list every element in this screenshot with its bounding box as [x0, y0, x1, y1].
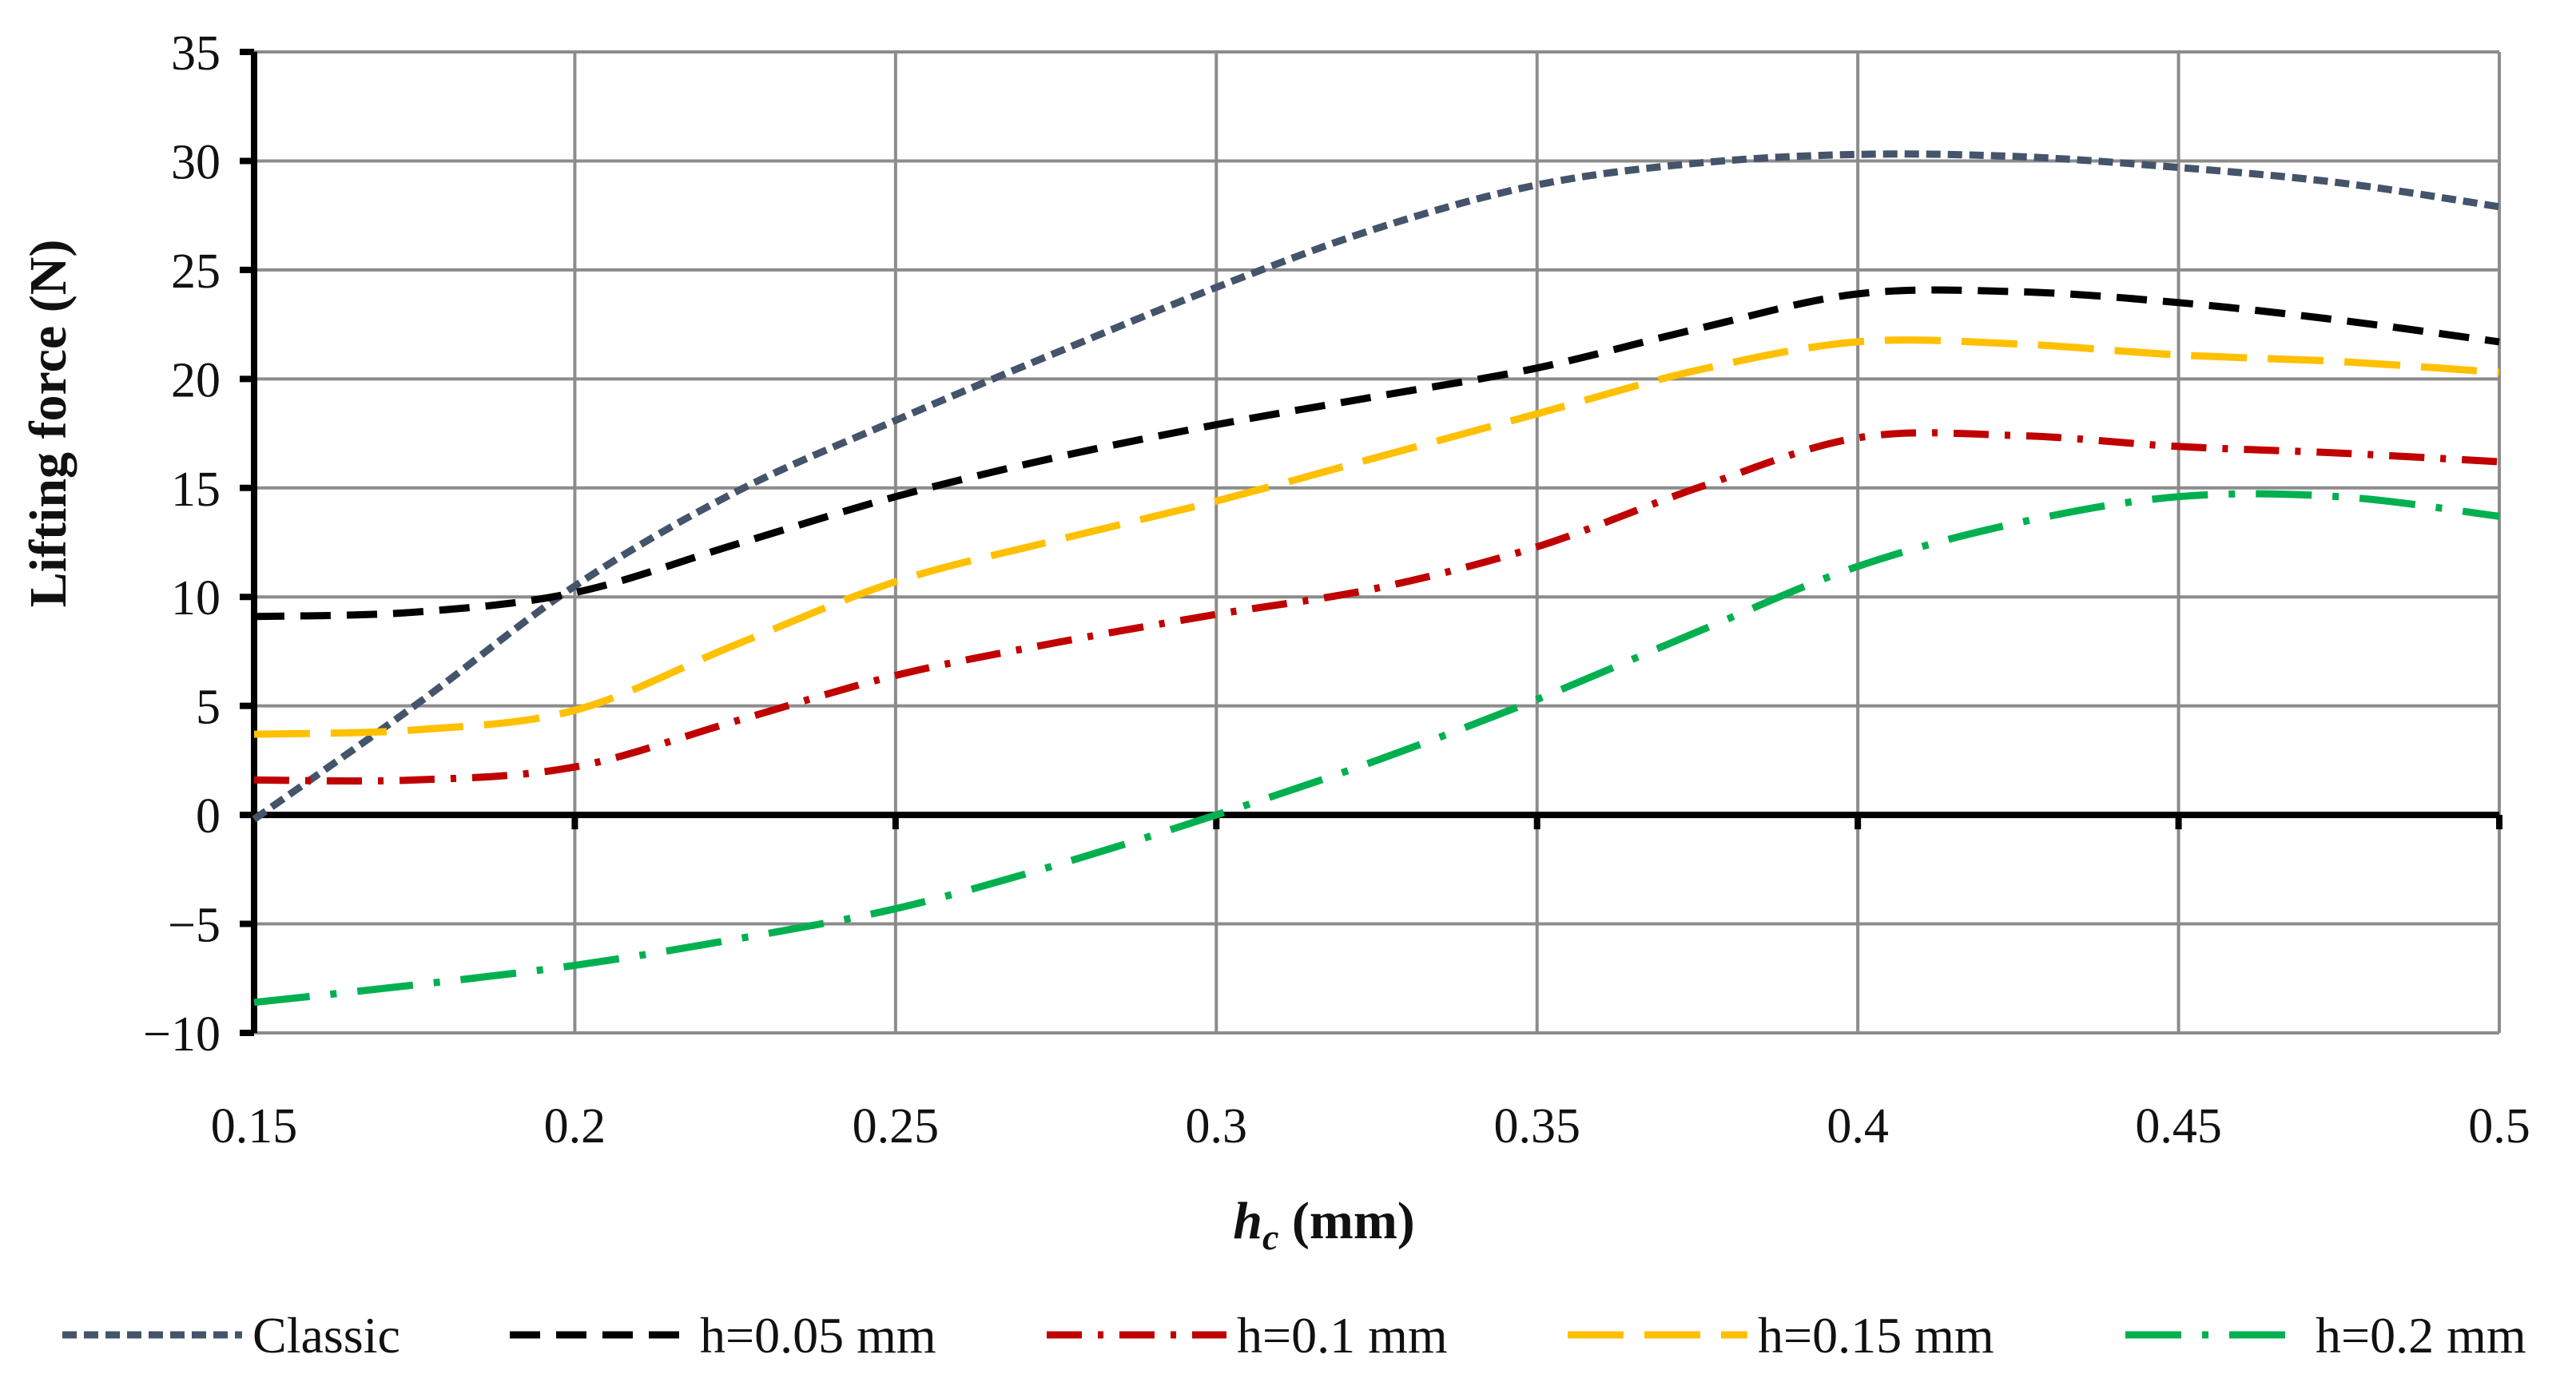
x-tick-label: 0.15: [211, 1099, 298, 1154]
y-tick-label: −5: [168, 899, 221, 953]
x-axis-title-unit: (mm): [1278, 1192, 1414, 1250]
y-tick-label: 30: [171, 135, 221, 189]
y-tick-label: −10: [143, 1007, 221, 1062]
grid-lines: [254, 50, 2501, 1035]
axes: [240, 49, 2502, 1036]
tick-labels: −10 −5 0 5 10 15 20 25 30 35 0.15 0.2 0.25 0.3 0.35 0.4…: [143, 26, 2530, 1154]
series-line-h-0-05-mm: [253, 286, 2500, 621]
legend-label-h-0-05-mm: h=0.05 mm: [700, 1307, 936, 1364]
x-tick-label: 0.2: [544, 1099, 606, 1154]
y-tick-label: 5: [196, 681, 221, 735]
y-tick-label: 25: [171, 244, 221, 299]
x-axis-title: hc (mm): [1233, 1192, 1415, 1257]
y-axis-title: Lifting force (N): [19, 240, 78, 608]
series-line-classic: [252, 150, 2500, 823]
y-tick-label: 15: [171, 463, 221, 517]
legend: Classic h=0.05 mm h=0.1 mm h=0.15 mm h=0.2 m…: [62, 1307, 2526, 1364]
data-series: [252, 150, 2500, 1007]
x-axis-title-symbol: h: [1233, 1192, 1262, 1250]
x-tick-label: 0.35: [1493, 1099, 1580, 1154]
x-tick-label: 0.45: [2135, 1099, 2222, 1154]
x-tick-label: 0.5: [2468, 1099, 2530, 1154]
series-line-h-0-15-mm: [253, 336, 2500, 738]
y-tick-label: 10: [171, 571, 221, 625]
legend-label-h-0-15-mm: h=0.15 mm: [1758, 1307, 1994, 1364]
x-axis-title-subscript: c: [1262, 1217, 1278, 1257]
series-line-h-0-2-mm: [253, 490, 2500, 1007]
legend-label-classic: Classic: [252, 1307, 400, 1364]
y-tick-label: 20: [171, 353, 221, 407]
legend-label-h-0-2-mm: h=0.2 mm: [2316, 1307, 2526, 1364]
x-tick-label: 0.25: [853, 1099, 940, 1154]
x-tick-label: 0.4: [1827, 1099, 1889, 1154]
legend-label-h-0-1-mm: h=0.1 mm: [1237, 1307, 1448, 1364]
series-line-h-0-1-mm: [253, 429, 2500, 785]
y-tick-label: 35: [171, 26, 221, 81]
x-tick-label: 0.3: [1186, 1099, 1248, 1154]
y-tick-label: 0: [196, 789, 221, 844]
